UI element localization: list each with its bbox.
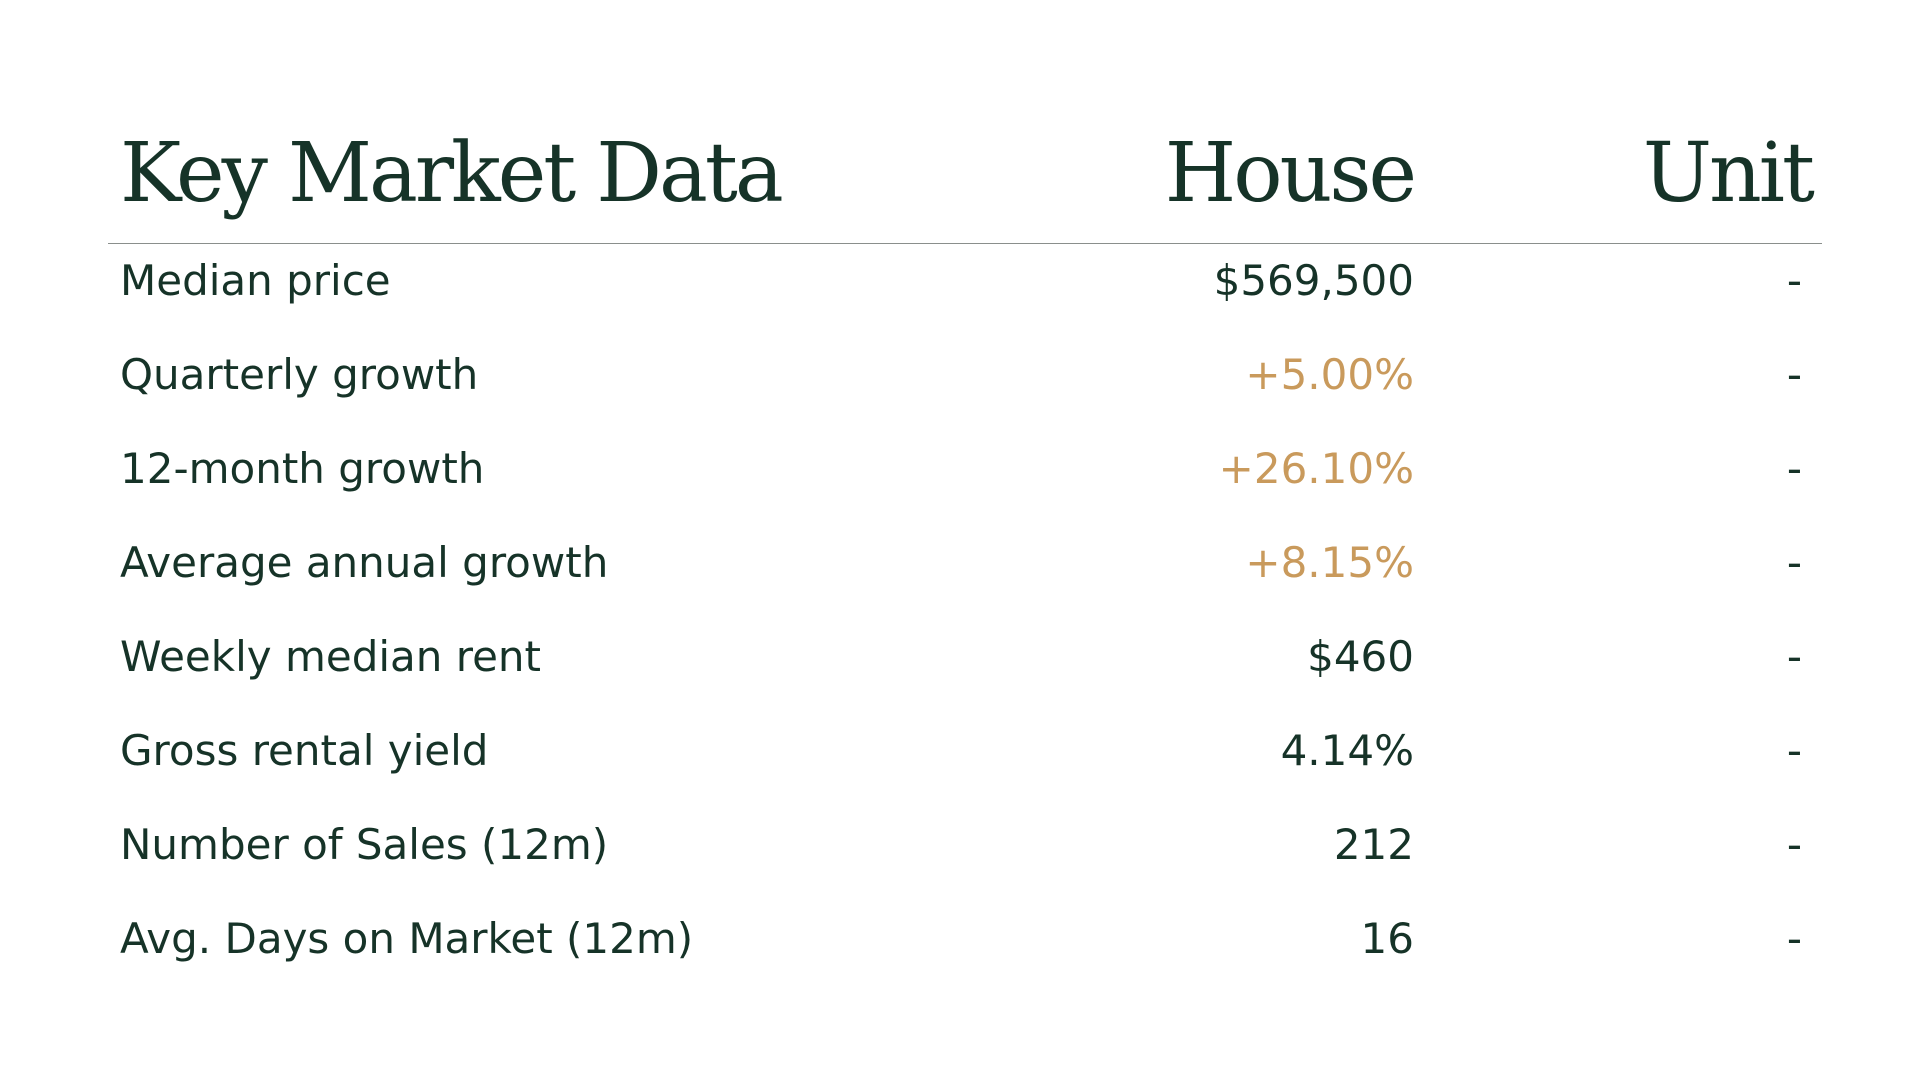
unit-value: - bbox=[1786, 632, 1802, 681]
house-value: 212 bbox=[1333, 820, 1414, 869]
unit-value: - bbox=[1786, 538, 1802, 587]
row-label: Gross rental yield bbox=[120, 726, 489, 775]
table-title: Key Market Data bbox=[120, 126, 784, 221]
table-header: Key Market Data House Unit bbox=[108, 128, 1822, 244]
unit-value: - bbox=[1786, 350, 1802, 399]
unit-value: - bbox=[1786, 726, 1802, 775]
house-value: $460 bbox=[1307, 632, 1414, 681]
row-label: Median price bbox=[120, 256, 391, 305]
row-label: Weekly median rent bbox=[120, 632, 542, 681]
house-value: +8.15% bbox=[1245, 538, 1414, 587]
row-label: Number of Sales (12m) bbox=[120, 820, 609, 869]
house-value: 4.14% bbox=[1280, 726, 1414, 775]
row-label: Avg. Days on Market (12m) bbox=[120, 914, 694, 963]
row-label: Quarterly growth bbox=[120, 350, 479, 399]
table-row: Quarterly growth +5.00% - bbox=[108, 338, 1822, 432]
table-row: Weekly median rent $460 - bbox=[108, 620, 1822, 714]
table-row: Median price $569,500 - bbox=[108, 244, 1822, 338]
unit-value: - bbox=[1786, 256, 1802, 305]
unit-value: - bbox=[1786, 444, 1802, 493]
row-label: 12-month growth bbox=[120, 444, 485, 493]
table-row: Gross rental yield 4.14% - bbox=[108, 714, 1822, 808]
unit-value: - bbox=[1786, 820, 1802, 869]
column-header-house: House bbox=[1164, 126, 1417, 221]
column-header-unit: Unit bbox=[1642, 126, 1815, 221]
unit-value: - bbox=[1786, 914, 1802, 963]
house-value: +5.00% bbox=[1245, 350, 1414, 399]
table-row: Number of Sales (12m) 212 - bbox=[108, 808, 1822, 902]
table-row: Average annual growth +8.15% - bbox=[108, 526, 1822, 620]
row-label: Average annual growth bbox=[120, 538, 609, 587]
house-value: $569,500 bbox=[1213, 256, 1414, 305]
house-value: 16 bbox=[1360, 914, 1414, 963]
house-value: +26.10% bbox=[1218, 444, 1414, 493]
table-body: Median price $569,500 - Quarterly growth… bbox=[108, 244, 1822, 996]
table-row: 12-month growth +26.10% - bbox=[108, 432, 1822, 526]
key-market-data-table: Key Market Data House Unit Median price … bbox=[108, 128, 1822, 996]
table-row: Avg. Days on Market (12m) 16 - bbox=[108, 902, 1822, 996]
